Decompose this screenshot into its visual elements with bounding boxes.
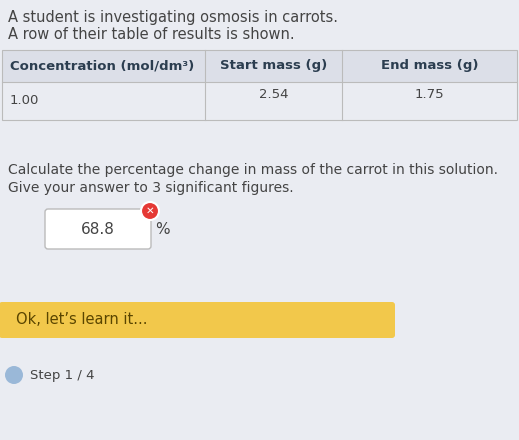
Bar (205, 50, 517, 82)
Text: ✕: ✕ (146, 206, 154, 216)
Text: Give your answer to 3 significant figures.: Give your answer to 3 significant figure… (8, 181, 294, 195)
Circle shape (5, 366, 23, 384)
FancyBboxPatch shape (0, 302, 395, 338)
Text: Calculate the percentage change in mass of the carrot in this solution.: Calculate the percentage change in mass … (8, 163, 498, 177)
Text: End mass (g): End mass (g) (381, 59, 478, 73)
Text: Concentration (mol/dm³): Concentration (mol/dm³) (10, 59, 194, 73)
Text: Ok, let’s learn it...: Ok, let’s learn it... (16, 312, 147, 327)
Text: 1.75: 1.75 (415, 88, 444, 102)
Text: 1.00: 1.00 (10, 95, 39, 107)
Circle shape (141, 202, 159, 220)
Bar (2, 50, 205, 82)
Text: Start mass (g): Start mass (g) (220, 59, 327, 73)
Text: A row of their table of results is shown.: A row of their table of results is shown… (8, 27, 295, 42)
Bar (2, 82, 517, 120)
Text: 2.54: 2.54 (259, 88, 288, 102)
Text: A student is investigating osmosis in carrots.: A student is investigating osmosis in ca… (8, 10, 338, 25)
Bar (2, 50, 517, 120)
Text: 68.8: 68.8 (81, 221, 115, 236)
FancyBboxPatch shape (45, 209, 151, 249)
Text: %: % (155, 221, 170, 236)
Text: Step 1 / 4: Step 1 / 4 (30, 368, 94, 381)
